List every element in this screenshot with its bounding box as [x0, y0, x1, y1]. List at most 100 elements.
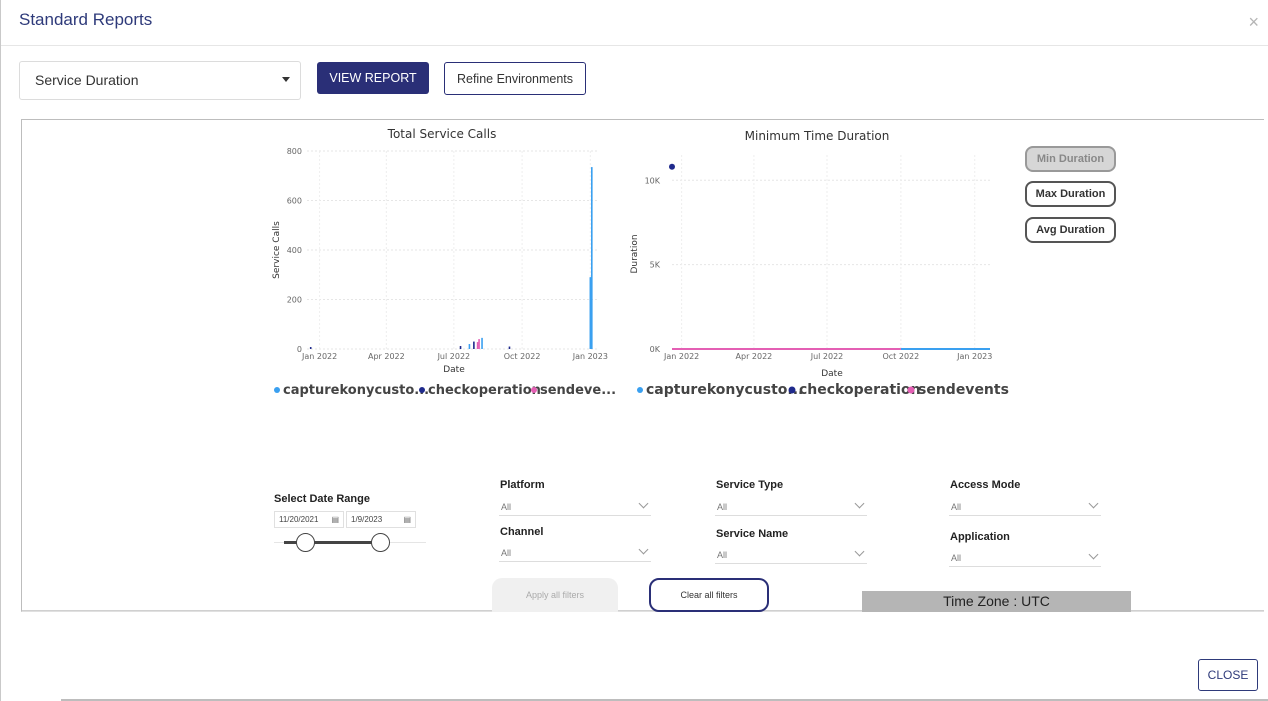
right-chart-legend[interactable]: capturekonycusto... checkoperation sende…: [637, 382, 1009, 398]
service-name-select[interactable]: All: [715, 545, 867, 564]
left-chart-grid: [307, 150, 597, 350]
close-icon[interactable]: ×: [1248, 12, 1259, 32]
left-xtick-label: Jan 2022: [301, 352, 337, 361]
bar: [481, 337, 483, 349]
bar: [459, 346, 462, 349]
timezone-label: Time Zone : UTC: [862, 591, 1131, 612]
application-label: Application: [950, 531, 1010, 543]
right-xtick-label: Oct 2022: [882, 352, 919, 361]
min-duration-toggle[interactable]: Min Duration: [1025, 146, 1116, 172]
right-chart-marks: [669, 163, 990, 350]
legend-dot-send-r: [907, 386, 915, 394]
report-frame: Total Service Calls 800 600 400 200 0 Jan 20…: [21, 119, 1264, 612]
data-point: [669, 163, 675, 170]
avg-duration-toggle[interactable]: Avg Duration: [1025, 217, 1116, 243]
bar: [476, 342, 479, 349]
report-type-value: Service Duration: [35, 72, 139, 88]
chevron-down-icon: [1088, 549, 1099, 560]
right-legend-check[interactable]: checkoperation: [799, 382, 921, 398]
left-ytick-label: 200: [287, 296, 302, 305]
right-xtick-label: Apr 2022: [736, 352, 773, 361]
left-chart-marks: [309, 167, 593, 349]
calendar-icon[interactable]: ▤: [331, 515, 339, 524]
service-name-label: Service Name: [716, 528, 789, 540]
end-date-value: 1/9/2023: [351, 515, 383, 524]
legend-dot-capture: [274, 387, 280, 393]
channel-value: All: [501, 548, 512, 558]
right-xtick-label: Jul 2022: [810, 352, 844, 361]
apply-filters-button[interactable]: Apply all filters: [492, 578, 618, 612]
left-chart-legend[interactable]: capturekonycusto... checkoperation sende…: [274, 383, 616, 398]
left-ytick-label: 600: [287, 197, 302, 206]
start-date-value: 11/20/2021: [279, 515, 319, 524]
right-chart-grid: [672, 155, 990, 350]
view-report-button[interactable]: VIEW REPORT: [317, 62, 429, 94]
bottom-divider: [61, 699, 1268, 701]
application-value: All: [951, 553, 962, 563]
refine-environments-button[interactable]: Refine Environments: [444, 62, 586, 95]
platform-select[interactable]: All: [499, 497, 651, 516]
platform-label: Platform: [500, 479, 545, 491]
bar: [473, 341, 475, 349]
date-slider-range: [284, 541, 380, 544]
chevron-down-icon: [638, 544, 649, 555]
left-legend-capture[interactable]: capturekonycusto...: [283, 383, 429, 398]
left-legend-send[interactable]: sendeve...: [540, 383, 616, 398]
access-mode-label: Access Mode: [950, 479, 1021, 491]
right-legend-send[interactable]: sendevents: [918, 382, 1009, 398]
left-legend-check[interactable]: checkoperation: [428, 383, 541, 398]
left-ytick-label: 800: [287, 147, 302, 156]
left-chart-title: Total Service Calls: [387, 127, 497, 141]
right-ytick-label: 5K: [650, 261, 661, 270]
right-chart-ylabel: Duration: [630, 234, 640, 273]
bar: [468, 344, 471, 349]
left-xtick-label: Jul 2022: [437, 352, 471, 361]
clear-filters-button[interactable]: Clear all filters: [649, 578, 769, 612]
right-chart-xlabel: Date: [821, 369, 843, 379]
bar: [508, 346, 511, 349]
service-type-label: Service Type: [716, 479, 784, 491]
right-xtick-label: Jan 2023: [956, 352, 992, 361]
application-select[interactable]: All: [949, 548, 1101, 567]
date-slider-end-handle[interactable]: [371, 533, 390, 552]
legend-dot-check-r: [788, 386, 796, 394]
max-duration-toggle[interactable]: Max Duration: [1025, 181, 1116, 207]
right-chart-title: Minimum Time Duration: [745, 129, 890, 143]
chevron-down-icon: [854, 498, 865, 509]
right-xtick-label: Jan 2022: [663, 352, 699, 361]
platform-value: All: [501, 502, 512, 512]
end-date-input[interactable]: 1/9/2023 ▤: [346, 511, 416, 528]
bar: [591, 167, 593, 349]
right-ytick-label: 10K: [645, 176, 661, 185]
chevron-down-icon: [638, 498, 649, 509]
chevron-down-icon: [854, 546, 865, 557]
left-xtick-label: Apr 2022: [368, 352, 405, 361]
legend-dot-send: [531, 387, 537, 393]
legend-dot-capture-r: [637, 387, 643, 393]
bar: [309, 347, 312, 349]
report-type-select[interactable]: Service Duration: [19, 61, 301, 100]
left-ytick-label: 400: [287, 246, 302, 255]
service-type-value: All: [717, 502, 728, 512]
date-range-label: Select Date Range: [274, 493, 370, 505]
right-ytick-label: 0K: [650, 345, 661, 354]
access-mode-select[interactable]: All: [949, 497, 1101, 516]
left-xtick-label: Oct 2022: [504, 352, 541, 361]
left-chart-xlabel: Date: [443, 365, 465, 375]
modal-header: Standard Reports ×: [1, 0, 1268, 46]
charts-area: Total Service Calls 800 600 400 200 0 Jan 20…: [272, 127, 1009, 398]
bar: [478, 339, 480, 349]
legend-dot-check: [419, 387, 425, 393]
calendar-icon[interactable]: ▤: [403, 515, 411, 524]
access-mode-value: All: [951, 502, 962, 512]
close-button[interactable]: CLOSE: [1198, 659, 1258, 691]
channel-label: Channel: [500, 526, 544, 538]
right-legend-capture[interactable]: capturekonycusto...: [646, 382, 803, 398]
caret-down-icon: [282, 77, 290, 82]
channel-select[interactable]: All: [499, 543, 651, 562]
date-slider-start-handle[interactable]: [296, 533, 315, 552]
left-chart-ylabel: Service Calls: [272, 221, 282, 279]
start-date-input[interactable]: 11/20/2021 ▤: [274, 511, 344, 528]
service-type-select[interactable]: All: [715, 497, 867, 516]
